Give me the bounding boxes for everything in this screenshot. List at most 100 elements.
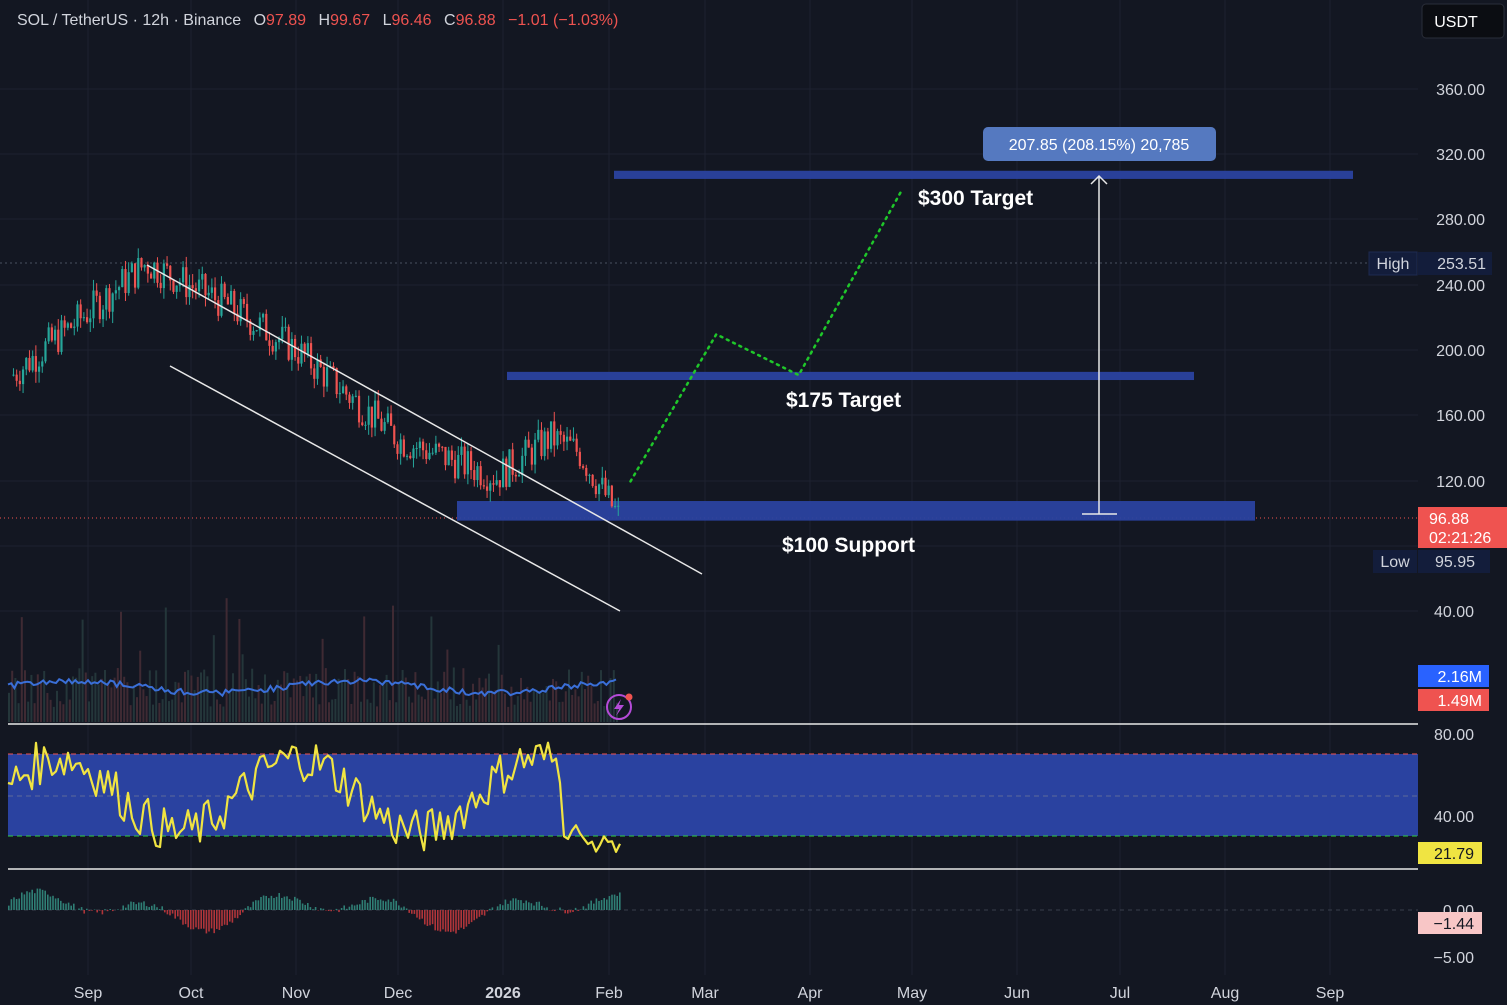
macd-bar-59 [161, 906, 163, 910]
price-tick: 320.00 [1436, 147, 1485, 164]
target-175-label[interactable]: $175 Target [786, 389, 901, 412]
macd-bar-52 [143, 901, 145, 910]
candle-body-95 [316, 359, 319, 379]
macd-bar-203 [535, 901, 538, 910]
candle-body-150 [492, 483, 495, 485]
macd-bar-12 [39, 888, 41, 910]
last-price-value: 96.88 [1429, 511, 1469, 528]
volume-bar-149 [484, 678, 487, 722]
candle-body-75 [252, 331, 255, 335]
volume-bar-162 [526, 686, 529, 722]
macd-bar-173 [457, 910, 460, 930]
open-value: 97.89 [266, 12, 306, 29]
macd-bar-29 [83, 910, 85, 914]
price-tick: 360.00 [1436, 82, 1485, 99]
low-key: L [383, 12, 392, 29]
price-axis[interactable]: 360.00 320.00 280.00 240.00 200.00 160.0… [1434, 82, 1485, 621]
volume-bar-105 [344, 669, 346, 722]
macd-bar-146 [387, 899, 390, 910]
macd-bar-219 [577, 910, 579, 911]
volume-bar-23 [81, 619, 84, 722]
measure-tool[interactable]: 207.85 (208.15%) 20,785 [983, 127, 1216, 515]
volume-bar-137 [446, 649, 449, 722]
volume-bar-31 [107, 682, 110, 722]
candle-body-142 [466, 451, 469, 475]
macd-bar-111 [296, 898, 299, 910]
volume-bar-170 [552, 678, 554, 722]
candle-body-173 [565, 436, 569, 442]
macd-bar-114 [304, 904, 306, 910]
candle-body-32 [114, 290, 117, 294]
channel-upper-line[interactable] [146, 264, 703, 575]
volume-bar-146 [475, 699, 478, 722]
volume-bar-14 [52, 706, 55, 722]
candle-body-115 [380, 418, 383, 431]
rsi-axis[interactable]: 80.00 40.00 21.79 [1418, 727, 1482, 864]
time-label: May [897, 985, 927, 1002]
projection-path[interactable] [629, 189, 903, 483]
macd-bar-70 [190, 910, 192, 930]
macd-bar-177 [468, 910, 470, 925]
macd-bar-98 [262, 895, 265, 910]
currency-button[interactable]: USDT [1421, 3, 1505, 39]
volume-bar-1 [11, 670, 14, 722]
volume-bar-132 [430, 616, 433, 722]
macd-bar-159 [421, 910, 423, 919]
candle-body-187 [610, 485, 613, 507]
zone-2[interactable] [457, 501, 1255, 521]
high-key: H [319, 12, 331, 29]
channel-lower-line[interactable] [169, 365, 621, 612]
lightning-alert-icon[interactable] [606, 693, 633, 720]
volume-bar-43 [145, 696, 148, 722]
last-price-tag: 96.88 02:21:26 [1418, 507, 1507, 548]
low-tag-value: 95.95 [1435, 554, 1475, 571]
candle-body-163 [533, 439, 537, 465]
volume-bar-73 [241, 654, 244, 722]
volume-bar-71 [235, 689, 238, 722]
symbol-legend[interactable]: SOL / TetherUS · 12h · Binance O97.89 H9… [17, 12, 618, 29]
volume-bar-28 [97, 684, 100, 722]
volume-bar-45 [152, 704, 154, 722]
macd-bar-138 [366, 902, 369, 910]
macd-bar-161 [426, 910, 429, 926]
candle-body-47 [162, 263, 165, 289]
macd-bar-155 [411, 910, 413, 914]
candle-body-57 [194, 288, 197, 292]
candle-body-42 [146, 264, 149, 274]
macd-bar-67 [182, 910, 184, 925]
candle-body-35 [124, 269, 127, 294]
candle-body-26 [95, 290, 98, 296]
time-label: Mar [691, 985, 719, 1002]
target-300-label[interactable]: $300 Target [918, 187, 1033, 210]
zone-1[interactable] [507, 371, 1194, 381]
volume-bar-61 [203, 669, 206, 722]
volume-bar-166 [539, 691, 542, 722]
volume-bar-49 [164, 607, 167, 722]
volume-bar-84 [276, 679, 279, 722]
volume-ma-line [7, 677, 617, 698]
volume-bar-26 [91, 676, 94, 722]
candle-body-122 [402, 439, 405, 457]
macd-axis[interactable]: 0.00 −1.44 −5.00 [1418, 903, 1482, 967]
volume-bar-3 [17, 703, 20, 722]
macd-bar-160 [424, 910, 426, 925]
volume-bar-65 [216, 699, 218, 722]
volume-bar-178 [577, 696, 580, 722]
macd-bar-86 [231, 910, 234, 923]
macd-bar-93 [249, 907, 252, 910]
macd-bar-14 [44, 890, 46, 910]
zone-0[interactable] [614, 170, 1353, 179]
macd-bar-110 [294, 896, 296, 910]
support-100-label[interactable]: $100 Support [782, 534, 915, 557]
volume-bar-58 [193, 689, 196, 722]
volume-bar-6 [27, 701, 30, 722]
volume-bar-19 [68, 699, 71, 722]
candle-body-152 [498, 480, 501, 488]
volume-bar-119 [388, 700, 391, 722]
time-label: Jun [1004, 985, 1030, 1002]
volume-bar-56 [187, 670, 190, 722]
volume-bar-106 [347, 679, 350, 722]
time-axis[interactable]: Sep Oct Nov Dec 2026 Feb Mar Apr May Jun… [74, 985, 1345, 1002]
